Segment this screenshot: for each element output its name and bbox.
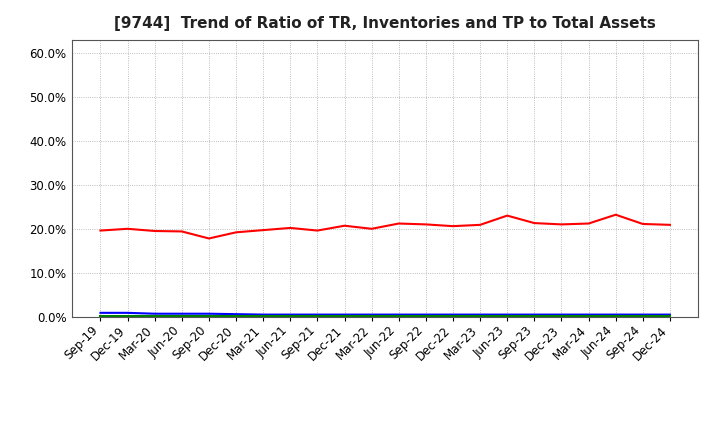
Trade Payables <box>286 313 294 319</box>
Trade Payables <box>178 313 186 319</box>
Trade Payables <box>232 313 240 319</box>
Inventories <box>232 312 240 317</box>
Trade Payables <box>639 313 647 319</box>
Trade Payables <box>341 313 349 319</box>
Trade Payables <box>421 313 430 319</box>
Inventories <box>557 312 566 317</box>
Trade Receivables <box>476 222 485 227</box>
Inventories <box>639 312 647 317</box>
Inventories <box>584 312 593 317</box>
Inventories <box>449 312 457 317</box>
Trade Payables <box>395 313 403 319</box>
Trade Receivables <box>123 226 132 231</box>
Trade Receivables <box>286 225 294 231</box>
Trade Payables <box>150 313 159 319</box>
Inventories <box>530 312 539 317</box>
Trade Receivables <box>421 222 430 227</box>
Line: Inventories: Inventories <box>101 313 670 315</box>
Trade Receivables <box>96 228 105 233</box>
Trade Receivables <box>367 226 376 231</box>
Trade Payables <box>557 313 566 319</box>
Trade Payables <box>367 313 376 319</box>
Inventories <box>367 312 376 317</box>
Inventories <box>123 310 132 315</box>
Trade Receivables <box>232 230 240 235</box>
Inventories <box>503 312 511 317</box>
Trade Receivables <box>259 227 268 233</box>
Inventories <box>421 312 430 317</box>
Trade Receivables <box>449 224 457 229</box>
Trade Payables <box>665 313 674 319</box>
Inventories <box>341 312 349 317</box>
Inventories <box>204 311 213 316</box>
Title: [9744]  Trend of Ratio of TR, Inventories and TP to Total Assets: [9744] Trend of Ratio of TR, Inventories… <box>114 16 656 32</box>
Trade Receivables <box>313 228 322 233</box>
Trade Payables <box>259 313 268 319</box>
Trade Receivables <box>503 213 511 218</box>
Trade Receivables <box>665 222 674 227</box>
Trade Payables <box>204 313 213 319</box>
Trade Payables <box>449 313 457 319</box>
Trade Receivables <box>178 229 186 234</box>
Inventories <box>96 310 105 315</box>
Trade Payables <box>96 313 105 319</box>
Inventories <box>665 312 674 317</box>
Trade Receivables <box>530 220 539 226</box>
Trade Payables <box>530 313 539 319</box>
Inventories <box>476 312 485 317</box>
Trade Receivables <box>639 221 647 227</box>
Trade Payables <box>476 313 485 319</box>
Trade Receivables <box>611 212 620 217</box>
Trade Receivables <box>150 228 159 234</box>
Trade Payables <box>611 313 620 319</box>
Trade Payables <box>503 313 511 319</box>
Inventories <box>150 311 159 316</box>
Trade Receivables <box>557 222 566 227</box>
Line: Trade Receivables: Trade Receivables <box>101 215 670 238</box>
Inventories <box>611 312 620 317</box>
Inventories <box>395 312 403 317</box>
Inventories <box>313 312 322 317</box>
Trade Receivables <box>395 221 403 226</box>
Trade Payables <box>123 313 132 319</box>
Trade Receivables <box>204 236 213 241</box>
Inventories <box>286 312 294 317</box>
Inventories <box>178 311 186 316</box>
Inventories <box>259 312 268 317</box>
Trade Payables <box>584 313 593 319</box>
Trade Receivables <box>341 223 349 228</box>
Trade Payables <box>313 313 322 319</box>
Trade Receivables <box>584 221 593 226</box>
